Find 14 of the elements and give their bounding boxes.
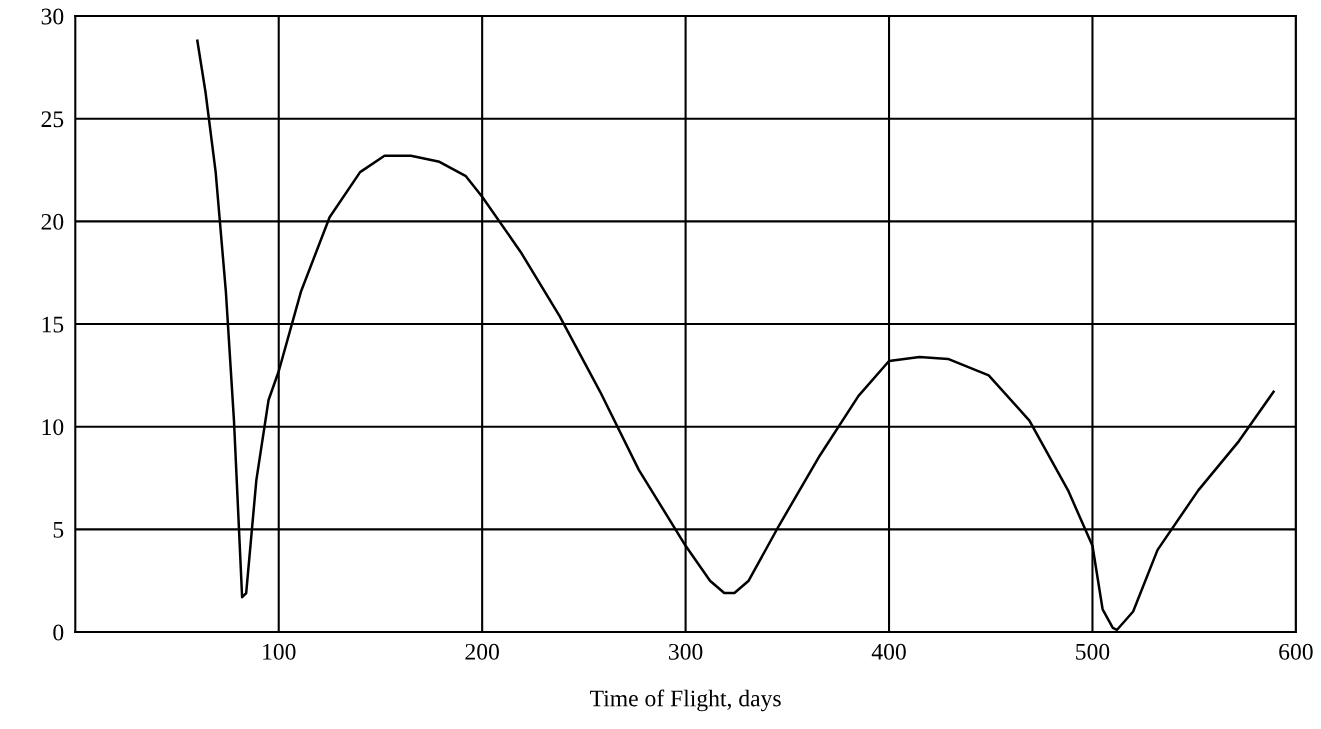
y-tick-label: 10 bbox=[42, 419, 64, 436]
x-tick-label: 200 bbox=[465, 643, 499, 660]
y-tick-label: 0 bbox=[53, 624, 64, 641]
x-tick-label: 100 bbox=[263, 643, 296, 660]
y-tick-label: 25 bbox=[41, 111, 64, 128]
x-tick-label: 600 bbox=[1279, 643, 1313, 660]
x-tick-label: 500 bbox=[1076, 643, 1110, 660]
y-tick-label: 15 bbox=[42, 316, 64, 333]
y-tick-label: 5 bbox=[53, 522, 64, 538]
x-tick-label: 300 bbox=[669, 643, 703, 660]
x-tick-label: 400 bbox=[871, 643, 906, 660]
x-axis-title: Time of Flight, days bbox=[590, 689, 781, 712]
y-tick-label: 30 bbox=[41, 8, 64, 25]
y-tick-label: 20 bbox=[41, 213, 64, 230]
